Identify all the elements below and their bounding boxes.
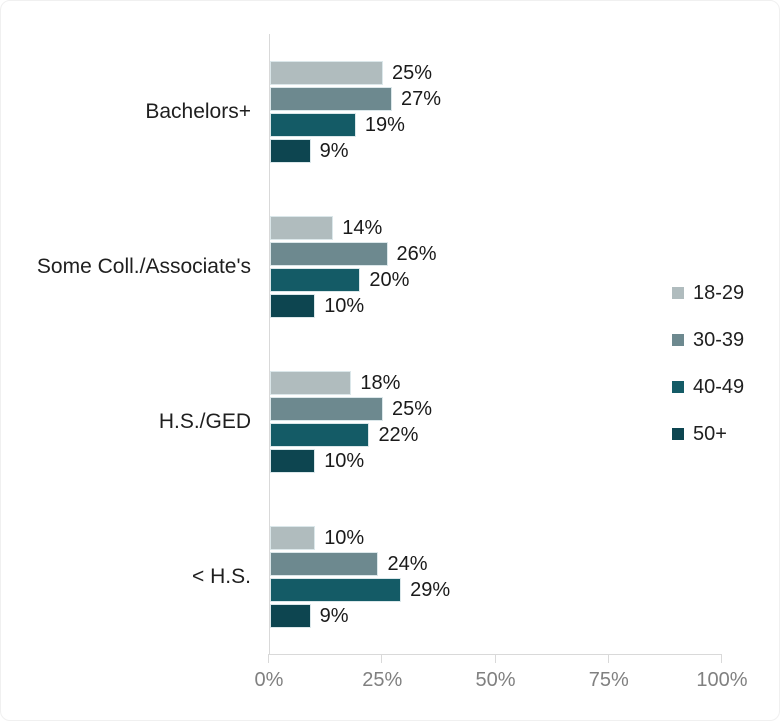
data-label: 25% [392, 61, 433, 84]
bar-row: 26% [270, 241, 722, 266]
x-axis-tick [381, 654, 383, 663]
x-axis-tick-label: 100% [696, 669, 748, 691]
legend-swatch-icon [672, 428, 684, 440]
data-label: 9% [319, 604, 349, 627]
category-label: Some Coll./Associate's [36, 254, 251, 278]
bar-row: 14% [270, 215, 722, 240]
bar-row: 9% [270, 603, 722, 628]
data-label: 10% [324, 526, 365, 549]
bar-row: 25% [270, 396, 722, 421]
x-axis-tick-label: 25% [362, 669, 403, 691]
data-label: 10% [324, 449, 365, 472]
bar [270, 138, 311, 163]
x-axis: 0% 25% 50% 75% 100% [255, 654, 748, 714]
x-axis-tick-label: 50% [475, 669, 516, 691]
x-axis-tick-label: 75% [588, 669, 629, 691]
legend-swatch-icon [672, 287, 684, 299]
data-label: 20% [369, 268, 410, 291]
bar-group: 18% 25% 22% 10% [270, 344, 722, 499]
bar [270, 86, 393, 111]
bar-row: 24% [270, 551, 722, 576]
x-axis-tick [268, 654, 269, 663]
bar [270, 422, 370, 447]
legend-label: 30-39 [693, 328, 745, 351]
bar [270, 60, 383, 85]
data-label: 24% [387, 552, 428, 575]
bar-row: 10% [270, 293, 722, 318]
bar [270, 577, 402, 602]
plot-area: 25% 27% 19% 9% 14% 26% 20% 10% 18% 25% 22% 10% 10% 24… [269, 34, 722, 655]
data-label: 10% [324, 294, 365, 317]
bar-row: 25% [270, 60, 722, 85]
bar-row: 9% [270, 138, 722, 163]
legend-label: 50+ [693, 422, 727, 445]
bar-row: 20% [270, 267, 722, 292]
bar [270, 551, 379, 576]
data-label: 9% [319, 139, 349, 162]
category-label: Bachelors+ [145, 99, 251, 123]
legend-label: 18-29 [693, 281, 745, 304]
bar-row: 29% [270, 577, 722, 602]
category-label: H.S./GED [158, 409, 251, 433]
bar [270, 370, 352, 395]
data-label: 18% [360, 371, 401, 394]
data-label: 27% [401, 87, 442, 110]
bar-row: 10% [270, 448, 722, 473]
data-label: 26% [396, 242, 437, 265]
bar [270, 112, 356, 137]
bar [270, 603, 311, 628]
data-label: 22% [378, 423, 419, 446]
x-axis-tick [607, 654, 609, 663]
bar-group: 10% 24% 29% 9% [270, 499, 722, 654]
x-axis-tick [721, 654, 722, 663]
legend-item: 50+ [672, 422, 744, 446]
legend-swatch-icon [672, 334, 684, 346]
bar-row: 19% [270, 112, 722, 137]
bar [270, 293, 316, 318]
legend-item: 30-39 [672, 328, 744, 352]
bar [270, 215, 334, 240]
bar-row: 18% [270, 370, 722, 395]
bar [270, 396, 383, 421]
bar [270, 241, 388, 266]
legend-label: 40-49 [693, 375, 745, 398]
bar-row: 22% [270, 422, 722, 447]
x-axis-tick-label: 0% [254, 669, 284, 691]
category-axis: Bachelors+ Some Coll./Associate's H.S./GED… [1, 34, 251, 654]
x-axis-tick [494, 654, 496, 663]
data-label: 29% [410, 578, 451, 601]
data-label: 14% [342, 216, 383, 239]
legend-swatch-icon [672, 381, 684, 393]
legend: 18-29 30-39 40-49 50+ [672, 281, 744, 446]
bar-group: 25% 27% 19% 9% [270, 34, 722, 189]
data-label: 25% [392, 397, 433, 420]
bar-row: 10% [270, 525, 722, 550]
category-label: < H.S. [192, 564, 251, 588]
data-label: 19% [364, 113, 405, 136]
legend-item: 40-49 [672, 375, 744, 399]
bar-group: 14% 26% 20% 10% [270, 189, 722, 344]
legend-item: 18-29 [672, 281, 744, 305]
bar [270, 267, 361, 292]
bar [270, 525, 316, 550]
bar-row: 27% [270, 86, 722, 111]
bar [270, 448, 316, 473]
